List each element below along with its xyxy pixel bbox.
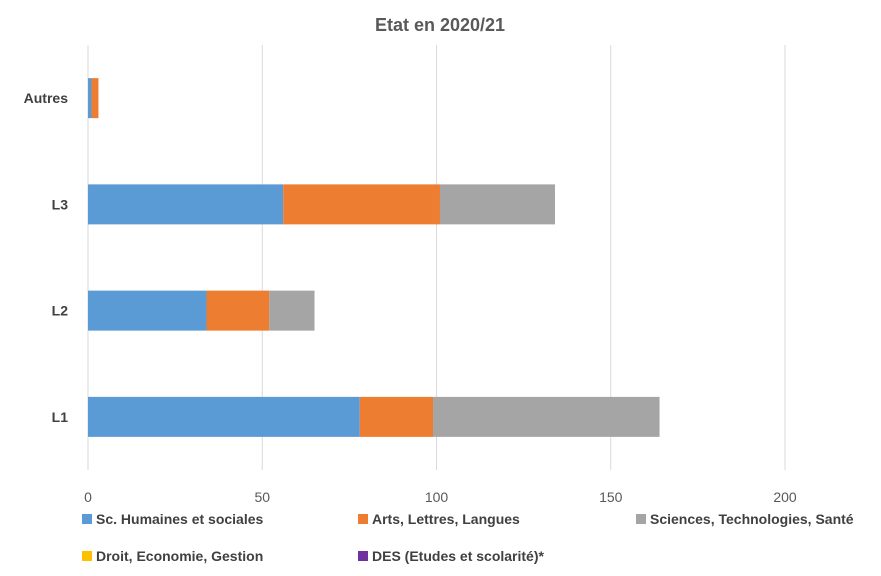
bar-l1-series-1 bbox=[359, 396, 434, 437]
chart-title: Etat en 2020/21 bbox=[375, 15, 505, 35]
category-label-l1: L1 bbox=[52, 409, 69, 425]
legend-swatch-3 bbox=[82, 551, 92, 561]
x-tick-label-50: 50 bbox=[254, 489, 270, 505]
legend-swatch-4 bbox=[358, 551, 368, 561]
x-tick-label-0: 0 bbox=[84, 489, 92, 505]
bar-l3-series-2 bbox=[439, 184, 555, 225]
legend-label-3: Droit, Economie, Gestion bbox=[96, 548, 263, 564]
bar-l1-series-0 bbox=[88, 396, 360, 437]
category-label-l3: L3 bbox=[52, 196, 69, 212]
bar-autres-series-1 bbox=[91, 78, 99, 119]
category-labels: Autres L3 L2 L1 bbox=[24, 90, 69, 425]
legend-label-0: Sc. Humaines et sociales bbox=[96, 511, 264, 527]
x-tick-label-200: 200 bbox=[773, 489, 797, 505]
legend-label-4: DES (Etudes et scolarité)* bbox=[372, 548, 544, 564]
x-tick-label-150: 150 bbox=[599, 489, 623, 505]
legend-swatch-1 bbox=[358, 514, 368, 524]
bars-layer bbox=[88, 78, 660, 437]
bar-l2-series-1 bbox=[206, 290, 270, 331]
legend-label-1: Arts, Lettres, Langues bbox=[372, 511, 520, 527]
bar-l2-series-2 bbox=[269, 290, 315, 331]
legend-swatch-2 bbox=[636, 514, 646, 524]
bar-l3-series-0 bbox=[88, 184, 284, 225]
category-label-autres: Autres bbox=[24, 90, 69, 106]
x-tick-label-100: 100 bbox=[425, 489, 449, 505]
bar-l1-series-2 bbox=[433, 396, 660, 437]
category-label-l2: L2 bbox=[52, 303, 69, 319]
legend: Sc. Humaines et sociales Arts, Lettres, L… bbox=[82, 511, 854, 564]
bar-autres-series-0 bbox=[88, 78, 92, 119]
bar-l3-series-1 bbox=[283, 184, 440, 225]
legend-swatch-0 bbox=[82, 514, 92, 524]
bar-l2-series-0 bbox=[88, 290, 207, 331]
tick-labels: 0 50 100 150 200 bbox=[84, 489, 797, 505]
legend-label-2: Sciences, Technologies, Santé bbox=[650, 511, 854, 527]
